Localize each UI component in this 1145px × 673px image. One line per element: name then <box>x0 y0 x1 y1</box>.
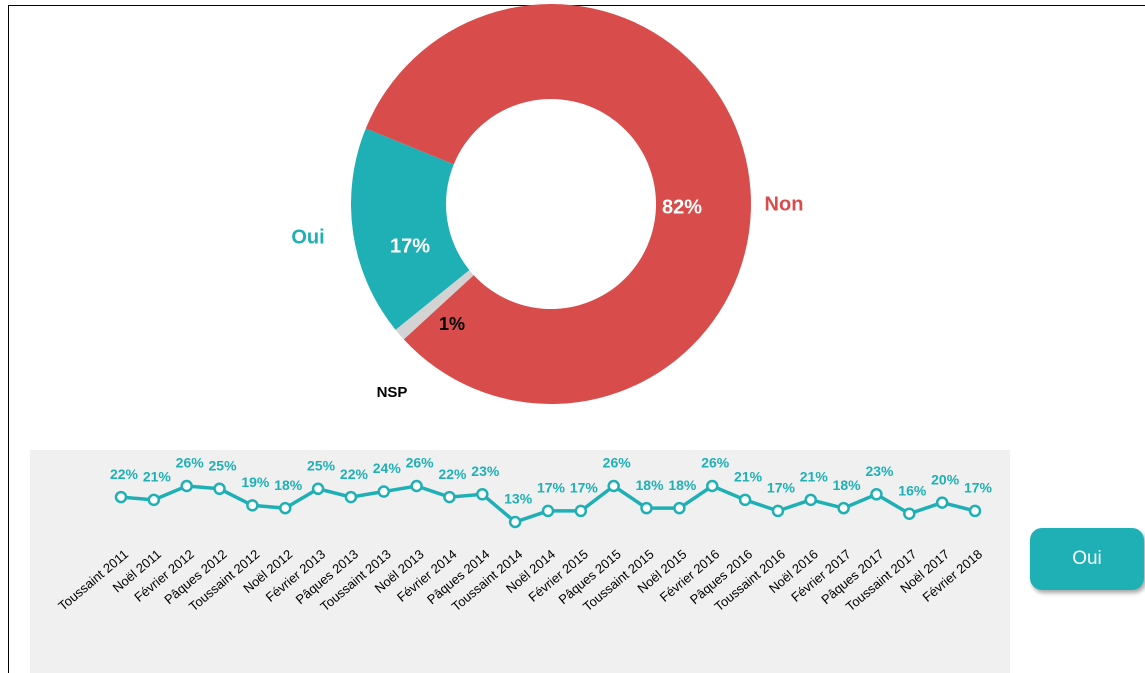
value-label: 26% <box>176 455 205 471</box>
point <box>344 490 358 504</box>
point <box>574 504 588 518</box>
value-label: 18% <box>274 477 303 493</box>
point <box>968 504 982 518</box>
point <box>837 501 850 515</box>
slice-label: Non <box>765 193 804 215</box>
value-label: 16% <box>898 482 927 498</box>
point <box>246 499 259 512</box>
point <box>278 501 292 515</box>
point <box>771 504 785 518</box>
value-label: 18% <box>833 477 862 493</box>
value-label: 22% <box>438 466 467 482</box>
point <box>705 479 719 493</box>
point <box>804 493 818 507</box>
frame <box>8 5 1145 673</box>
point <box>738 493 752 507</box>
value-label: 25% <box>307 457 336 473</box>
value-label: 13% <box>504 491 533 507</box>
value-label: 19% <box>241 474 270 490</box>
donut-slice <box>351 128 470 330</box>
value-label: 17% <box>767 480 796 496</box>
point <box>147 493 161 507</box>
donut-slice <box>365 4 751 405</box>
point <box>180 479 193 493</box>
point <box>508 515 522 529</box>
value-label: 17% <box>537 480 566 496</box>
point <box>903 507 916 520</box>
legend-button[interactable]: Oui <box>1030 528 1144 590</box>
value-label: 23% <box>865 463 894 479</box>
point <box>377 485 391 498</box>
point <box>311 482 325 496</box>
value-label: 26% <box>701 455 730 471</box>
value-label: 21% <box>800 469 829 485</box>
value-label: 22% <box>340 466 369 482</box>
value-label: 22% <box>110 466 139 482</box>
point <box>443 490 456 504</box>
value-label: 21% <box>143 469 172 485</box>
value-label: 21% <box>734 469 763 485</box>
value-label: 1% <box>439 314 465 334</box>
point <box>935 496 949 509</box>
point <box>870 488 883 501</box>
value-label: 23% <box>471 463 500 479</box>
point <box>673 501 686 515</box>
value-label: 24% <box>373 460 402 476</box>
point <box>476 488 489 501</box>
value-label: 18% <box>668 477 697 493</box>
donut-slice <box>395 270 474 340</box>
value-label: 17% <box>390 235 430 257</box>
value-label: 25% <box>209 457 238 473</box>
point <box>114 490 128 504</box>
point <box>213 482 226 496</box>
point <box>541 504 555 518</box>
slice-label: NSP <box>377 384 408 401</box>
value-label: 17% <box>570 480 599 496</box>
point <box>607 479 620 493</box>
value-label: 20% <box>931 471 960 487</box>
value-label: 26% <box>406 455 435 471</box>
value-label: 18% <box>636 477 665 493</box>
value-label: 82% <box>662 196 702 218</box>
point <box>410 479 423 493</box>
point <box>640 501 653 515</box>
slice-label: Oui <box>291 226 324 248</box>
value-label: 17% <box>964 480 993 496</box>
value-label: 26% <box>603 455 632 471</box>
